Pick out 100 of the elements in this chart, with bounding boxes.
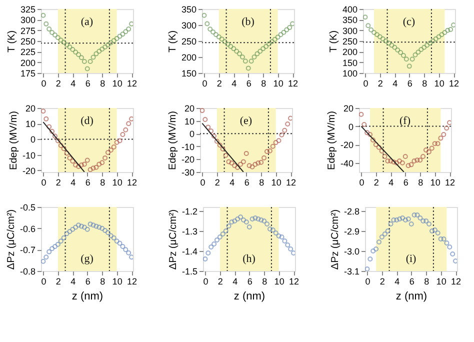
y-tick-label: 0 (30, 134, 36, 145)
x-tick-label: 4 (70, 276, 76, 286)
x-tick-label: 6 (244, 178, 250, 188)
x-tick-label: 2 (56, 276, 61, 286)
x-tick-label: 6 (246, 78, 252, 88)
annotation: (e) (240, 115, 252, 127)
x-tick-label: 0 (365, 276, 370, 286)
x-tick-label: 6 (85, 276, 90, 286)
x-tick-label: 2 (216, 78, 222, 88)
x-tick-label: 2 (218, 276, 223, 286)
x-tick-label: 4 (232, 276, 238, 286)
y-tick-label: 20 (343, 104, 354, 114)
x-tick-label: 8 (422, 78, 428, 88)
y-axis-title: T (K) (328, 30, 340, 53)
x-tick-label: 12 (289, 276, 300, 286)
x-tick-label: 8 (262, 276, 268, 286)
x-tick-label: 4 (230, 178, 235, 188)
y-tick-label: 225 (20, 47, 36, 58)
x-tick-label: 6 (407, 78, 412, 88)
y-tick-label: -0.6 (20, 224, 36, 234)
x-tick-label: 4 (394, 276, 400, 286)
x-tick-label: 12 (127, 178, 138, 188)
y-tick-label: -1.4 (182, 246, 198, 256)
x-tick-label: 0 (363, 78, 368, 88)
y-tick-label: 275 (20, 26, 36, 36)
x-tick-label: 10 (274, 276, 284, 286)
annotation: (b) (242, 16, 255, 28)
x-tick-label: 4 (70, 78, 76, 88)
annotation: (h) (242, 253, 256, 265)
x-tick-label: 2 (56, 178, 61, 188)
x-tick-label: 6 (85, 78, 90, 88)
x-tick-label: 0 (41, 276, 46, 286)
y-tick-label: -20 (181, 154, 194, 165)
y-tick-label: -20 (340, 140, 354, 150)
y-tick-label: 20 (25, 104, 36, 114)
y-tick-label: 250 (342, 36, 358, 46)
y-tick-label: -2.9 (344, 226, 360, 236)
annotation: (c) (402, 16, 416, 28)
x-tick-label: 2 (56, 78, 61, 88)
x-tick-label: 2 (374, 178, 379, 188)
y-tick-label: 10 (184, 116, 194, 126)
y-tick-label: 150 (342, 58, 358, 68)
y-tick-label: -10 (22, 150, 36, 160)
y-tick-label: 100 (342, 68, 358, 78)
x-tick-label: 10 (430, 178, 440, 188)
annotation: (d) (80, 115, 94, 127)
y-tick-label: 350 (342, 15, 358, 26)
x-tick-label: 2 (380, 276, 385, 286)
x-tick-label: 6 (409, 276, 414, 286)
x-tick-label: 0 (203, 276, 208, 286)
x-tick-label: 12 (288, 78, 298, 88)
y-tick-label: 350 (181, 4, 196, 14)
x-tick-label: 10 (271, 178, 282, 188)
y-axis-title: T (K) (6, 30, 18, 53)
annotation: (g) (80, 253, 94, 265)
y-tick-label: 300 (20, 15, 36, 26)
annotation: (f) (400, 115, 411, 127)
y-tick-label: 325 (20, 4, 36, 14)
x-tick-label: 12 (451, 276, 462, 286)
y-tick-label: -10 (181, 142, 194, 152)
x-tick-label: 12 (449, 78, 460, 88)
y-axis-title: ΔPz (μC/cm²) (168, 209, 179, 270)
y-tick-label: -1.2 (182, 206, 198, 216)
y-tick-label: 200 (342, 47, 358, 58)
x-axis-title: z (nm) (396, 290, 428, 302)
x-tick-label: 12 (127, 78, 138, 88)
x-tick-label: 12 (286, 178, 296, 188)
x-tick-label: 8 (100, 178, 106, 188)
y-tick-label: -20 (22, 166, 36, 176)
x-tick-label: 4 (388, 178, 394, 188)
x-tick-label: 10 (434, 78, 444, 88)
x-tick-label: 0 (200, 178, 206, 188)
x-tick-label: 6 (403, 178, 408, 188)
x-tick-label: 10 (112, 78, 122, 88)
x-tick-label: 8 (424, 276, 430, 286)
y-tick-label: 150 (181, 68, 196, 78)
x-tick-label: 10 (112, 178, 122, 188)
x-tick-label: 0 (41, 178, 46, 188)
x-tick-label: 8 (259, 178, 264, 188)
y-tick-label: -3.1 (344, 266, 360, 276)
x-axis-title: z (nm) (234, 290, 266, 302)
y-tick-label: -0.8 (20, 266, 36, 276)
x-tick-label: 8 (100, 78, 106, 88)
y-tick-label: -30 (181, 168, 194, 178)
y-axis-title: Edep (MV/m) (326, 111, 338, 170)
y-tick-label: -1.5 (182, 266, 198, 276)
y-tick-label: 250 (20, 36, 36, 46)
x-tick-label: 10 (273, 78, 284, 88)
x-tick-label: 10 (112, 276, 122, 286)
y-tick-label: 300 (342, 26, 358, 36)
x-tick-label: 4 (70, 178, 76, 188)
x-tick-label: 2 (214, 178, 220, 188)
x-tick-label: 8 (100, 276, 106, 286)
y-tick-label: 400 (342, 4, 358, 14)
y-axis-title: Edep (MV/m) (167, 111, 178, 170)
x-tick-label: 2 (378, 78, 383, 88)
x-axis-title: z (nm) (72, 290, 104, 302)
x-tick-label: 4 (392, 78, 398, 88)
x-tick-label: 12 (445, 178, 456, 188)
y-tick-label: -0.7 (20, 245, 36, 256)
